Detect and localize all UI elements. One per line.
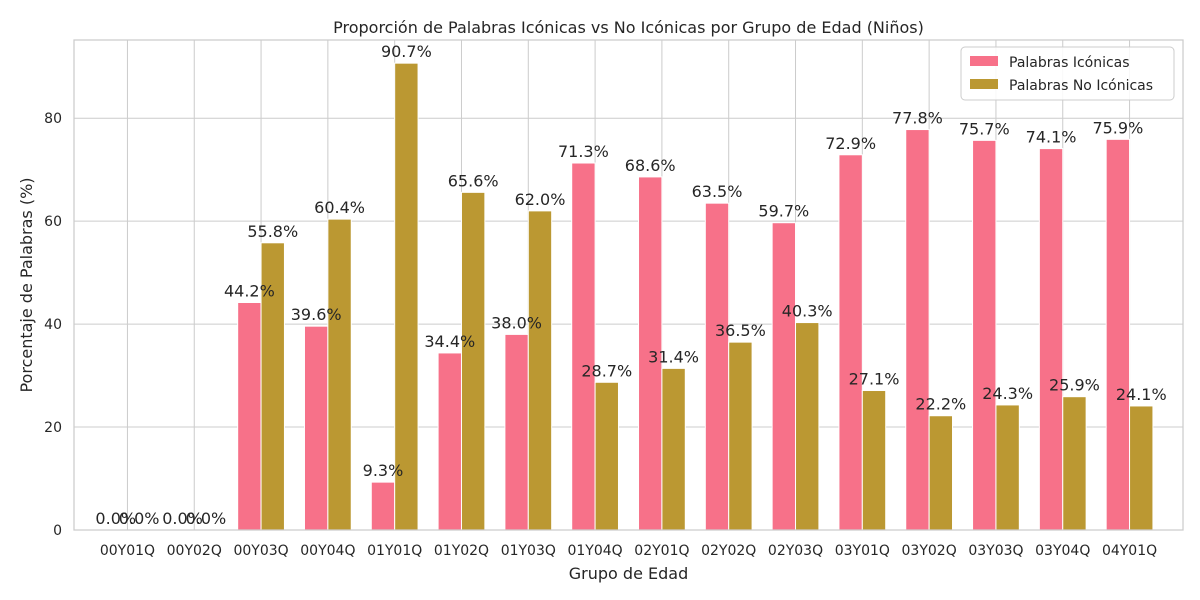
data-label: 0.0% xyxy=(95,509,136,528)
data-label: 9.3% xyxy=(363,461,404,480)
y-tick-label: 80 xyxy=(44,111,62,127)
bar-iconic xyxy=(1038,148,1064,531)
x-tick-label: 00Y03Q xyxy=(233,543,288,559)
data-label: 38.0% xyxy=(491,313,542,332)
y-axis-title: Porcentaje de Palabras (%) xyxy=(17,177,36,392)
x-tick-label: 03Y02Q xyxy=(902,543,957,559)
data-label: 36.5% xyxy=(715,321,766,340)
x-tick-label: 03Y01Q xyxy=(835,543,890,559)
legend: Palabras Icónicas Palabras No Icónicas xyxy=(960,46,1175,101)
axis-ticks: 00Y01Q 00Y02Q 00Y03Q 00Y04Q 01Y01Q 01Y02Q 01Y0… xyxy=(44,111,1157,559)
bar-iconic xyxy=(704,202,730,531)
x-tick-label: 00Y04Q xyxy=(300,543,355,559)
data-label: 75.7% xyxy=(959,119,1010,138)
bar-non-iconic xyxy=(728,341,753,531)
data-label: 59.7% xyxy=(758,202,809,221)
data-label: 25.9% xyxy=(1049,376,1100,395)
x-tick-label: 02Y03Q xyxy=(768,543,823,559)
data-label: 68.6% xyxy=(625,156,676,175)
x-tick-label: 00Y02Q xyxy=(167,543,222,559)
legend-swatch xyxy=(970,56,998,66)
legend-label: Palabras Icónicas xyxy=(1009,55,1130,71)
bar-iconic xyxy=(370,481,396,531)
data-label: 34.4% xyxy=(424,332,475,351)
bar-iconic xyxy=(905,129,930,531)
x-tick-label: 03Y03Q xyxy=(968,543,1023,559)
data-label: 40.3% xyxy=(782,302,833,321)
bar-non-iconic xyxy=(327,218,352,531)
x-tick-label: 01Y01Q xyxy=(367,543,422,559)
data-label: 65.6% xyxy=(448,171,499,190)
bar-iconic xyxy=(237,302,262,531)
data-label: 39.6% xyxy=(291,305,342,324)
y-tick-label: 20 xyxy=(44,420,62,436)
bar-non-iconic xyxy=(795,322,820,531)
bar-iconic xyxy=(437,352,462,531)
y-tick-label: 0 xyxy=(53,523,62,539)
x-tick-label: 01Y03Q xyxy=(501,543,556,559)
bar-non-iconic xyxy=(995,404,1020,531)
bar-non-iconic xyxy=(1062,396,1087,531)
x-tick-label: 01Y04Q xyxy=(567,543,622,559)
bar-non-iconic xyxy=(661,367,686,531)
x-tick-label: 02Y02Q xyxy=(701,543,756,559)
x-tick-label: 01Y02Q xyxy=(434,543,489,559)
data-label: 74.1% xyxy=(1026,128,1077,147)
data-label: 28.7% xyxy=(581,361,632,380)
data-label: 72.9% xyxy=(825,134,876,153)
data-label: 0.0% xyxy=(119,509,160,528)
legend-box xyxy=(960,46,1175,101)
data-label: 44.2% xyxy=(224,282,275,301)
x-tick-label: 04Y01Q xyxy=(1102,543,1157,559)
data-label: 0.0% xyxy=(186,509,227,528)
data-label: 22.2% xyxy=(915,395,966,414)
data-label: 60.4% xyxy=(314,198,365,217)
data-label: 75.9% xyxy=(1092,118,1143,137)
data-label: 77.8% xyxy=(892,109,943,128)
x-tick-label: 00Y01Q xyxy=(100,543,155,559)
x-tick-label: 03Y04Q xyxy=(1035,543,1090,559)
x-tick-label: 02Y01Q xyxy=(634,543,689,559)
legend-label: Palabras No Icónicas xyxy=(1009,78,1153,94)
y-tick-label: 40 xyxy=(44,317,62,333)
bar-non-iconic xyxy=(527,210,553,531)
x-axis-title: Grupo de Edad xyxy=(569,564,688,583)
bar-non-iconic xyxy=(928,415,954,531)
data-label: 90.7% xyxy=(381,42,432,61)
bar-iconic xyxy=(771,222,797,531)
bar-iconic xyxy=(972,139,997,531)
bar-iconic xyxy=(838,154,863,531)
data-label: 71.3% xyxy=(558,142,609,161)
bar-non-iconic xyxy=(861,390,887,531)
data-label: 55.8% xyxy=(247,222,298,241)
data-labels: 0.0% 0.0%44.2%39.6%9.3%34.4%38.0%71.3%68.… xyxy=(95,42,1166,528)
data-label: 62.0% xyxy=(515,190,566,209)
bar-non-iconic xyxy=(1129,405,1154,531)
bar-iconic xyxy=(303,325,329,531)
chart-title: Proporción de Palabras Icónicas vs No Ic… xyxy=(333,18,924,37)
bar-iconic xyxy=(571,162,596,531)
bar-iconic xyxy=(504,333,529,531)
bar-non-iconic xyxy=(594,381,619,531)
plot-frame xyxy=(73,39,1184,531)
bar-non-iconic xyxy=(394,62,419,531)
y-tick-label: 60 xyxy=(44,214,62,230)
bar-non-iconic xyxy=(460,191,486,531)
bar-iconic xyxy=(1105,138,1131,531)
data-label: 31.4% xyxy=(648,347,699,366)
data-label: 24.1% xyxy=(1116,385,1167,404)
data-label: 0.0% xyxy=(162,509,203,528)
data-label: 24.3% xyxy=(982,384,1033,403)
data-label: 27.1% xyxy=(849,370,900,389)
bars xyxy=(237,62,1154,531)
data-label: 63.5% xyxy=(692,182,743,201)
legend-swatch xyxy=(970,79,998,89)
